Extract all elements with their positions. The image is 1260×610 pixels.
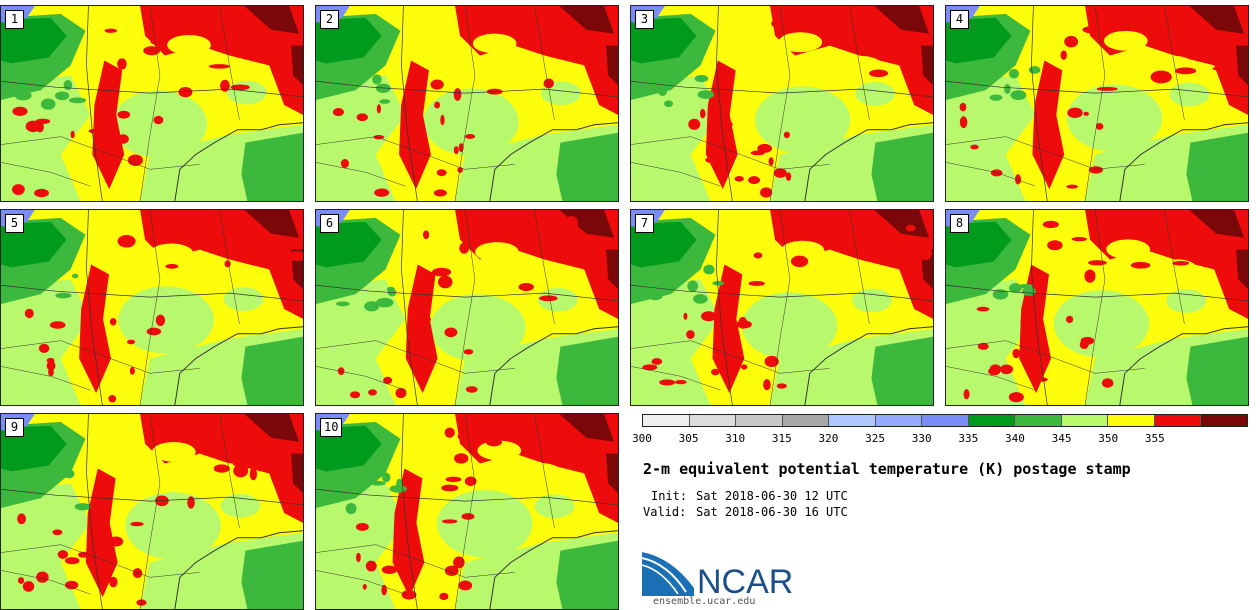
colorbar-segment [968, 415, 1016, 426]
member-panel: 4 [945, 5, 1249, 202]
colorbar-segment [1108, 415, 1155, 426]
colorbar [642, 414, 1248, 427]
colorbar-tick-label: 305 [678, 432, 699, 445]
member-panel: 3 [630, 5, 934, 202]
colorbar-segment [875, 415, 923, 426]
valid-value: Sat 2018-06-30 16 UTC [696, 505, 848, 519]
colorbar-segment [736, 415, 783, 426]
member-number: 9 [5, 418, 24, 437]
colorbar-segment [922, 415, 969, 426]
member-panel: 1 [0, 5, 304, 202]
member-number: 2 [320, 10, 339, 29]
colorbar-tick-label: 325 [865, 432, 885, 445]
colorbar-segment [1061, 415, 1109, 426]
colorbar-segment [1015, 415, 1062, 426]
colorbar-tick-label: 340 [1004, 432, 1025, 445]
colorbar-segment [643, 415, 690, 426]
colorbar-tick-label: 350 [1098, 432, 1119, 445]
member-number: 3 [635, 10, 654, 29]
member-number: 1 [5, 10, 24, 29]
member-panel: 5 [0, 209, 304, 406]
member-number: 8 [950, 214, 969, 233]
colorbar-tick-label: 320 [818, 432, 839, 445]
colorbar-segment [1154, 415, 1202, 426]
member-number: 10 [320, 418, 343, 437]
init-value: Sat 2018-06-30 12 UTC [696, 489, 848, 503]
colorbar-tick-label: 310 [725, 432, 746, 445]
member-panel: 10 [315, 413, 619, 610]
member-panel: 2 [315, 5, 619, 202]
colorbar-tick-label: 315 [771, 432, 792, 445]
colorbar-tick-label: 330 [911, 432, 932, 445]
colorbar-segment [689, 415, 737, 426]
valid-label: Valid: [643, 505, 687, 519]
colorbar-tick-label: 355 [1144, 432, 1165, 445]
colorbar-segment [1201, 415, 1247, 426]
member-number: 5 [5, 214, 24, 233]
member-panel: 7 [630, 209, 934, 406]
member-number: 6 [320, 214, 339, 233]
logo-text: NCAR [697, 563, 792, 596]
colorbar-tick-label: 300 [632, 432, 652, 445]
colorbar-segment [782, 415, 830, 426]
ncar-logo: NCAR [642, 552, 792, 596]
member-number: 7 [635, 214, 654, 233]
colorbar-tick-label: 345 [1051, 432, 1072, 445]
init-label: Init: [651, 489, 688, 503]
member-panel: 6 [315, 209, 619, 406]
website-label: ensemble.ucar.edu [653, 596, 756, 607]
member-panel: 8 [945, 209, 1249, 406]
colorbar-tick-label: 335 [958, 432, 979, 445]
member-number: 4 [950, 10, 969, 29]
colorbar-segment [829, 415, 876, 426]
member-panel: 9 [0, 413, 304, 610]
figure-title: 2-m equivalent potential temperature (K)… [643, 460, 1131, 478]
